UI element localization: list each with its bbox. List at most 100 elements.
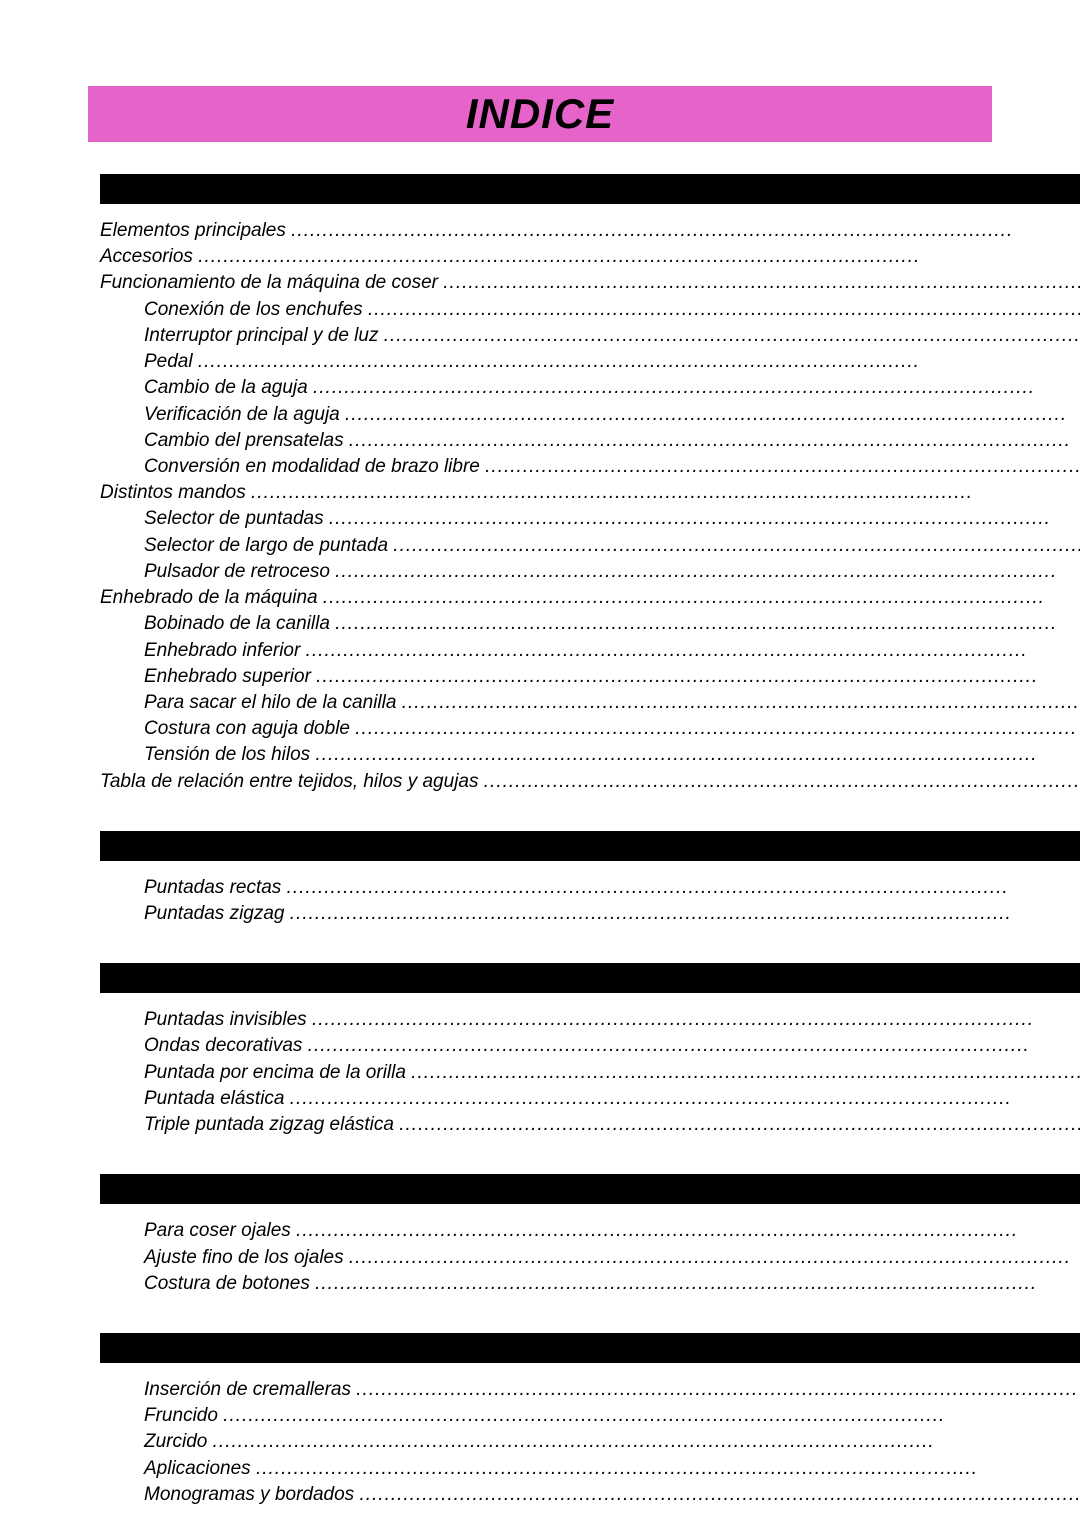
toc-label: Para sacar el hilo de la canilla — [144, 690, 402, 716]
section-spacer — [100, 1508, 1080, 1530]
toc-entry: Tabla de relación entre tejidos, hilos y… — [100, 769, 1080, 795]
toc-entry: Puntada por encima de la orilla 28 — [100, 1060, 1080, 1086]
toc-entry: Elementos principales 1 — [100, 218, 1080, 244]
toc-entry: Interruptor principal y de luz 5 — [100, 323, 1080, 349]
toc-leader-dots — [485, 454, 1080, 480]
toc-entry: Ajuste fino de los ojales 33 — [100, 1245, 1080, 1271]
toc-label: Triple puntada zigzag elástica — [144, 1112, 399, 1138]
toc-label: Elementos principales — [100, 218, 291, 244]
toc-entry: Selector de largo de puntada 11 — [100, 533, 1080, 559]
toc-label: Monogramas y bordados — [144, 1482, 359, 1508]
section-header — [100, 1174, 1080, 1204]
toc-entry: Inserción de cremalleras 36 — [100, 1377, 1080, 1403]
toc-leader-dots — [356, 1377, 1080, 1403]
toc-entry: Conexión de los enchufes 4 — [100, 297, 1080, 323]
toc-leader-dots — [335, 559, 1080, 585]
toc-label: Conversión en modalidad de brazo libre — [144, 454, 485, 480]
toc-entry: Puntadas zigzag 25 — [100, 901, 1080, 927]
toc-leader-dots — [256, 1456, 1080, 1482]
toc-label: Para coser ojales — [144, 1218, 296, 1244]
toc-leader-dots — [306, 638, 1080, 664]
toc-label: Costura de botones — [144, 1271, 315, 1297]
toc-leader-dots — [384, 323, 1080, 349]
toc-leader-dots — [355, 716, 1080, 742]
section-header — [100, 174, 1080, 204]
toc-entry: Cambio de la aguja 6 — [100, 375, 1080, 401]
toc-entry: Puntada elástica 29 — [100, 1086, 1080, 1112]
toc-entry: Cambio del prensatelas 7 — [100, 428, 1080, 454]
toc-leader-dots — [308, 1033, 1080, 1059]
toc-leader-dots — [349, 428, 1080, 454]
toc-label: Enhebrado de la máquina — [100, 585, 323, 611]
toc-label: Pedal — [144, 349, 198, 375]
toc-leader-dots — [213, 1429, 1080, 1455]
toc-label: Puntada por encima de la orilla — [144, 1060, 411, 1086]
toc-entry: Selector de puntadas 8 — [100, 506, 1080, 532]
toc-label: Puntadas zigzag — [144, 901, 290, 927]
toc-leader-dots — [290, 901, 1080, 927]
toc-leader-dots — [198, 244, 1080, 270]
toc-entry: Verificación de la aguja 6 — [100, 402, 1080, 428]
toc-entry: Puntadas invisibles 26 — [100, 1007, 1080, 1033]
toc-label: Cambio de la aguja — [144, 375, 313, 401]
toc-entry: Pulsador de retroceso 12 — [100, 559, 1080, 585]
toc-leader-dots — [291, 218, 1080, 244]
section-spacer — [100, 1138, 1080, 1160]
toc-leader-dots — [315, 1271, 1080, 1297]
toc-label: Interruptor principal y de luz — [144, 323, 384, 349]
toc-entry: Tensión de los hilos 19 — [100, 742, 1080, 768]
page-title: INDICE — [466, 90, 614, 138]
toc-leader-dots — [399, 1112, 1080, 1138]
toc-entry: Fruncido 37 — [100, 1403, 1080, 1429]
toc-entry: Distintos mandos 8 — [100, 480, 1080, 506]
toc-leader-dots — [443, 270, 1080, 296]
toc-label: Bobinado de la canilla — [144, 611, 335, 637]
toc-entry: Bobinado de la canilla 13 — [100, 611, 1080, 637]
toc-label: Accesorios — [100, 244, 198, 270]
toc-entry: Enhebrado inferior 15 — [100, 638, 1080, 664]
toc-leader-dots — [335, 611, 1080, 637]
toc-leader-dots — [368, 297, 1080, 323]
toc-entry: Costura de botones 35 — [100, 1271, 1080, 1297]
toc-entry: Pedal 5 — [100, 349, 1080, 375]
toc-entry: Zurcido 37 — [100, 1429, 1080, 1455]
toc-entry: Enhebrado superior 16 — [100, 664, 1080, 690]
toc-label: Cambio del prensatelas — [144, 428, 349, 454]
toc-label: Enhebrado superior — [144, 664, 316, 690]
toc-label: Pulsador de retroceso — [144, 559, 335, 585]
toc-leader-dots — [393, 533, 1080, 559]
section-spacer — [100, 1297, 1080, 1319]
toc-entry: Para sacar el hilo de la canilla 17 — [100, 690, 1080, 716]
toc-label: Fruncido — [144, 1403, 223, 1429]
toc-entry: Enhebrado de la máquina 13 — [100, 585, 1080, 611]
toc-leader-dots — [359, 1482, 1080, 1508]
toc-label: Inserción de cremalleras — [144, 1377, 356, 1403]
toc-label: Puntadas rectas — [144, 875, 287, 901]
section-spacer — [100, 795, 1080, 817]
toc-label: Tensión de los hilos — [144, 742, 315, 768]
columns-wrapper: Elementos principales 1Accesorios 3Funci… — [100, 174, 980, 1530]
toc-entry: Puntadas rectas 22 — [100, 875, 1080, 901]
toc-label: Tabla de relación entre tejidos, hilos y… — [100, 769, 484, 795]
title-band: INDICE — [88, 86, 992, 142]
toc-leader-dots — [316, 664, 1080, 690]
toc-label: Verificación de la aguja — [144, 402, 345, 428]
toc-label: Selector de puntadas — [144, 506, 329, 532]
left-column: Elementos principales 1Accesorios 3Funci… — [100, 174, 1080, 1530]
page: INDICE Elementos principales 1Accesorios… — [0, 0, 1080, 1526]
toc-entry: Aplicaciones 38 — [100, 1456, 1080, 1482]
toc-leader-dots — [296, 1218, 1080, 1244]
section-spacer — [100, 927, 1080, 949]
toc-label: Selector de largo de puntada — [144, 533, 393, 559]
section-header — [100, 1333, 1080, 1363]
toc-entry: Para coser ojales 31 — [100, 1218, 1080, 1244]
toc-leader-dots — [329, 506, 1080, 532]
toc-leader-dots — [251, 480, 1080, 506]
toc-label: Conexión de los enchufes — [144, 297, 368, 323]
toc-entry: Triple puntada zigzag elástica 30 — [100, 1112, 1080, 1138]
toc-entry: Ondas decorativas 27 — [100, 1033, 1080, 1059]
toc-label: Puntadas invisibles — [144, 1007, 312, 1033]
toc-leader-dots — [290, 1086, 1080, 1112]
toc-label: Ondas decorativas — [144, 1033, 308, 1059]
toc-leader-dots — [223, 1403, 1080, 1429]
